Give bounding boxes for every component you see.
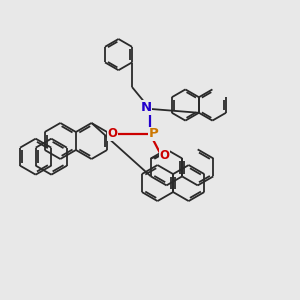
Text: O: O: [160, 148, 170, 162]
Text: P: P: [149, 127, 159, 140]
Text: N: N: [140, 101, 152, 114]
Text: O: O: [108, 127, 118, 140]
